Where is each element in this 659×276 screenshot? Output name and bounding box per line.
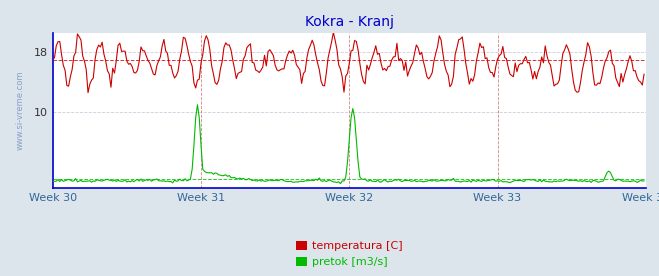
Legend: temperatura [C], pretok [m3/s]: temperatura [C], pretok [m3/s] <box>291 237 407 272</box>
Text: www.si-vreme.com: www.si-vreme.com <box>16 71 24 150</box>
Title: Kokra - Kranj: Kokra - Kranj <box>304 15 394 29</box>
